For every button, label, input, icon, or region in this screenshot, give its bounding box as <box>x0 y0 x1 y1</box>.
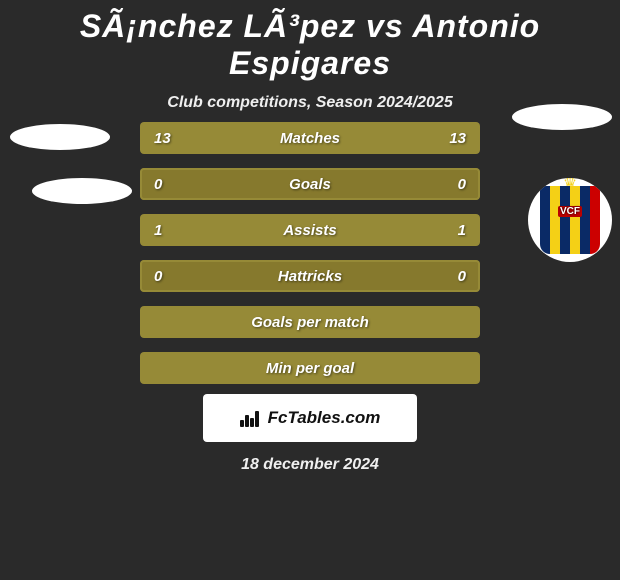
stat-row: Min per goal <box>140 352 480 384</box>
ellipse-shape <box>512 104 612 130</box>
stat-row: 0Hattricks0 <box>140 260 480 292</box>
stat-row: 1Assists1 <box>140 214 480 246</box>
club-badge: ♛ VCF <box>528 178 612 262</box>
stat-right-value: 13 <box>449 130 466 147</box>
stat-left-value: 0 <box>154 268 162 285</box>
brand-label: FcTables.com <box>268 408 381 428</box>
stat-label: Assists <box>140 222 480 239</box>
stat-right-value: 0 <box>458 176 466 193</box>
badge-letters: VCF <box>558 206 582 217</box>
player-left-placeholder <box>10 110 110 190</box>
ellipse-shape <box>32 178 132 204</box>
stat-row: Goals per match <box>140 306 480 338</box>
stat-left-value: 13 <box>154 130 171 147</box>
stat-left-value: 1 <box>154 222 162 239</box>
stat-row: 0Goals0 <box>140 168 480 200</box>
brand-footer[interactable]: FcTables.com <box>203 394 417 442</box>
stat-label: Min per goal <box>140 360 480 377</box>
stat-label: Goals per match <box>140 314 480 331</box>
ellipse-shape <box>10 124 110 150</box>
stat-label: Goals <box>140 176 480 193</box>
stat-right-value: 1 <box>458 222 466 239</box>
stat-label: Hattricks <box>140 268 480 285</box>
page-title: SÃ¡nchez LÃ³pez vs Antonio Espigares <box>0 0 620 82</box>
stat-left-value: 0 <box>154 176 162 193</box>
stat-row: 13Matches13 <box>140 122 480 154</box>
date-label: 18 december 2024 <box>0 456 620 474</box>
bar-chart-icon <box>240 409 262 427</box>
stats-container: 13Matches130Goals01Assists10Hattricks0Go… <box>140 122 480 398</box>
player-right-placeholder <box>512 90 612 170</box>
stat-right-value: 0 <box>458 268 466 285</box>
stat-label: Matches <box>140 130 480 147</box>
